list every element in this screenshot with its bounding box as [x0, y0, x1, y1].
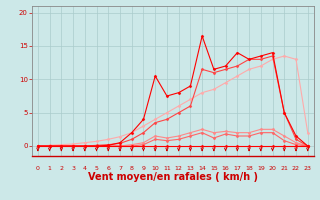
X-axis label: Vent moyen/en rafales ( km/h ): Vent moyen/en rafales ( km/h ) [88, 172, 258, 182]
